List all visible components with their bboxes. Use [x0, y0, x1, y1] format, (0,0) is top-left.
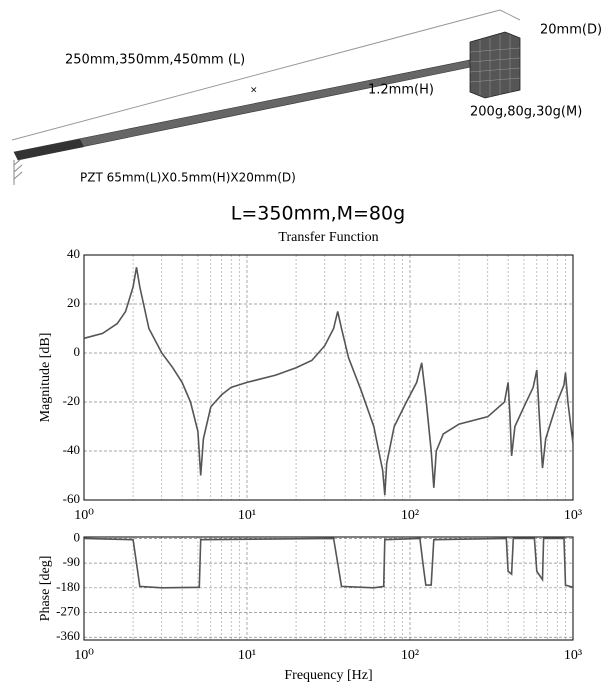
plot-frame: [84, 537, 573, 640]
length-label: 250mm,350mm,450mm (L): [65, 53, 245, 68]
y-tick-label: -270: [56, 604, 80, 619]
x-axis-label: Frequency [Hz]: [284, 668, 372, 683]
figure-title: L=350mm,M=80g: [231, 203, 405, 225]
y-tick-label: 40: [67, 246, 80, 261]
y-tick-label: 20: [67, 295, 80, 310]
y-tick-label: -90: [63, 554, 80, 569]
y-axis-label: Magnitude [dB]: [38, 333, 53, 423]
beam-diagram: × 250mm,350mm,450mm (L) 20mm(D) 1.2mm(H)…: [12, 10, 602, 185]
y-tick-label: -60: [63, 491, 80, 506]
y-tick-label: -20: [63, 393, 80, 408]
figure: × 250mm,350mm,450mm (L) 20mm(D) 1.2mm(H)…: [0, 0, 610, 686]
y-tick-label: -360: [56, 628, 80, 643]
x-tick-label: 10³: [564, 508, 582, 523]
x-tick-label: 10³: [564, 648, 582, 663]
pzt: [14, 139, 84, 160]
x-tick-label: 10⁰: [74, 508, 94, 523]
x-tick-label: 10¹: [238, 648, 256, 663]
y-tick-label: -40: [63, 442, 80, 457]
axis-marker: ×: [250, 86, 258, 96]
page: { "diagram": { "length_label": "250mm,35…: [0, 0, 610, 686]
mass-label: 200g,80g,30g(M): [470, 105, 582, 120]
y-axis-label: Phase [deg]: [38, 556, 53, 622]
data-line: [84, 267, 573, 495]
depth-label: 20mm(D): [540, 23, 602, 38]
plot-frame: [84, 255, 573, 500]
y-tick-label: 0: [74, 529, 81, 544]
height-label: 1.2mm(H): [368, 83, 434, 98]
x-tick-label: 10²: [401, 508, 419, 523]
dimension-line: [500, 10, 520, 20]
beam: [14, 60, 476, 160]
support: [14, 160, 22, 185]
pzt-label: PZT 65mm(L)X0.5mm(H)X20mm(D): [80, 171, 296, 185]
chart-title: Transfer Function: [278, 230, 378, 245]
y-tick-label: -180: [56, 579, 80, 594]
x-tick-label: 10⁰: [74, 648, 94, 663]
x-tick-label: 10¹: [238, 508, 256, 523]
y-tick-label: 0: [74, 344, 81, 359]
x-tick-label: 10²: [401, 648, 419, 663]
mass-block: [470, 32, 520, 98]
